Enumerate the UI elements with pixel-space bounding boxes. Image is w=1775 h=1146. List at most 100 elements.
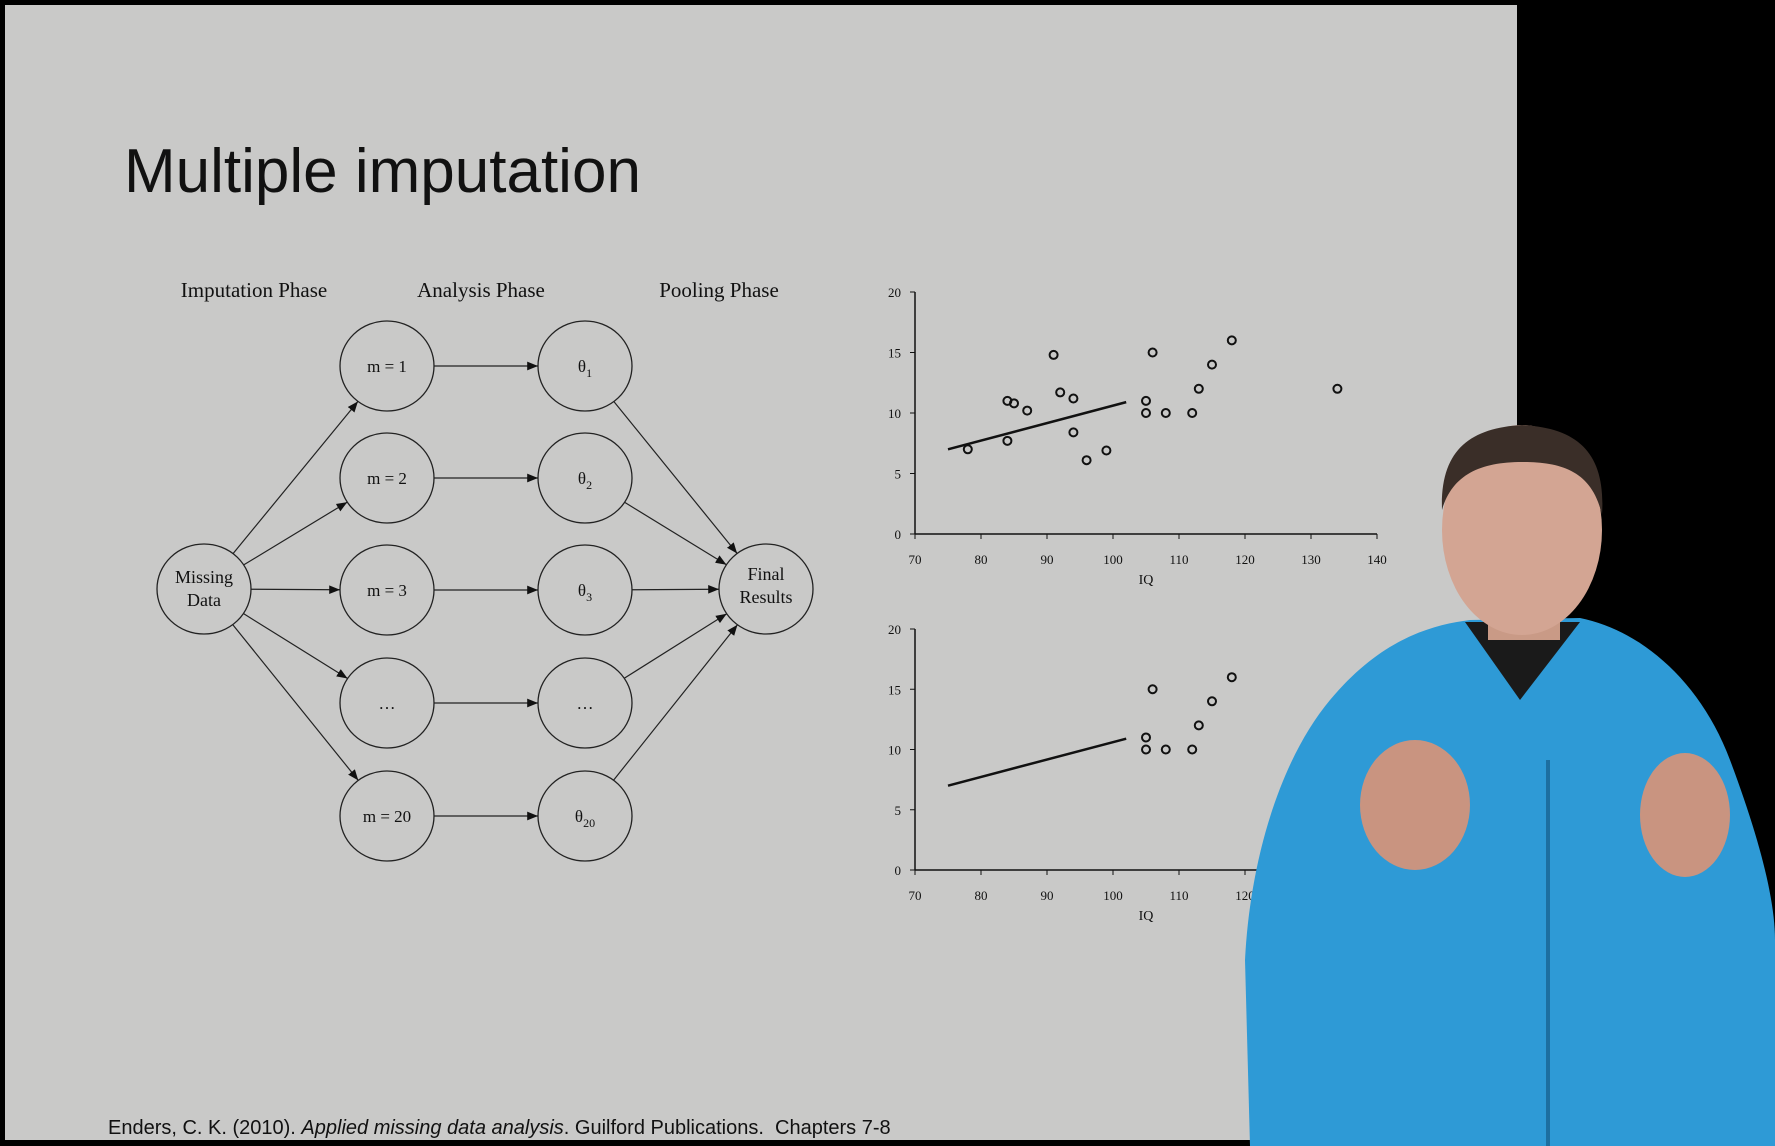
hand <box>1360 740 1470 870</box>
x-tick-label: 90 <box>1041 888 1054 903</box>
data-point <box>1141 732 1151 743</box>
estimate-symbol: θ <box>575 807 583 826</box>
data-point <box>1068 427 1079 438</box>
hand <box>1640 753 1730 877</box>
estimate-symbol: θ <box>578 357 586 376</box>
diagram: Imputation Phase Analysis Phase Pooling Ph… <box>156 278 814 862</box>
estimate-subscript: 20 <box>583 816 595 830</box>
data-point <box>1009 398 1019 409</box>
y-tick-label: 15 <box>888 682 901 697</box>
imputation-label: m = 1 <box>367 357 407 376</box>
x-tick-label: 70 <box>909 888 922 903</box>
slide-title: Multiple imputation <box>124 137 641 206</box>
data-point <box>1147 684 1158 695</box>
estimate-subscript: 1 <box>586 366 592 380</box>
arrow <box>243 613 348 679</box>
citation: Enders, C. K. (2010). Applied missing da… <box>108 1117 891 1139</box>
head <box>1442 425 1602 635</box>
x-tick-label: 140 <box>1367 552 1387 567</box>
y-tick-label: 15 <box>888 346 901 361</box>
data-point <box>1002 435 1013 446</box>
phase-header: Pooling Phase <box>659 278 779 302</box>
data-point <box>1022 405 1033 416</box>
estimate-label: … <box>577 694 594 713</box>
x-tick-label: 70 <box>909 552 922 567</box>
arrow <box>623 613 728 679</box>
estimate-subscript: 3 <box>586 590 592 604</box>
data-point <box>1141 744 1151 755</box>
citation-book: Applied missing data analysis <box>300 1117 563 1139</box>
data-point <box>1332 383 1343 394</box>
y-tick-label: 5 <box>895 803 902 818</box>
data-point <box>1226 335 1237 346</box>
x-tick-label: 80 <box>975 552 988 567</box>
data-point <box>1141 395 1151 406</box>
y-tick-label: 0 <box>895 863 902 878</box>
data-point <box>962 444 973 455</box>
imputation-label: m = 3 <box>367 581 407 600</box>
arrow <box>232 401 359 554</box>
data-point <box>1193 720 1204 731</box>
x-tick-label: 100 <box>1103 552 1123 567</box>
hoodie <box>1245 618 1775 1146</box>
scatter-plot: 70 80 90 100 110 120 130 140 0 5 10 15 20 IQ <box>888 285 1387 588</box>
estimate-label: θ1 <box>578 357 592 380</box>
y-tick-label: 0 <box>895 527 902 542</box>
source-label: Missing <box>175 567 233 587</box>
data-point <box>1207 359 1217 370</box>
data-point <box>1160 408 1171 418</box>
data-point <box>1147 347 1158 358</box>
data-point <box>1226 672 1237 683</box>
data-point <box>1101 445 1112 456</box>
data-point <box>1048 349 1059 360</box>
x-tick-label: 130 <box>1301 552 1321 567</box>
x-tick-label: 120 <box>1235 888 1255 903</box>
result-label: Final <box>747 564 784 584</box>
citation-authors: Enders, C. K. (2010). <box>108 1117 301 1139</box>
y-tick-label: 5 <box>895 467 902 482</box>
y-tick-label: 20 <box>888 285 901 300</box>
estimate-label: θ3 <box>578 581 592 604</box>
y-tick-label: 20 <box>888 622 901 637</box>
data-point <box>1081 455 1092 466</box>
presenter <box>1245 425 1775 1146</box>
fit-line <box>947 737 1127 787</box>
data-point <box>1187 744 1198 755</box>
x-tick-label: 100 <box>1103 888 1123 903</box>
estimate-symbol: θ <box>578 581 586 600</box>
estimate-symbol: θ <box>578 469 586 488</box>
imputation-label: m = 2 <box>367 469 407 488</box>
x-tick-label: 110 <box>1169 888 1188 903</box>
x-axis-label: IQ <box>1139 573 1154 588</box>
data-point <box>1055 387 1066 398</box>
x-tick-label: 120 <box>1235 552 1255 567</box>
estimate-symbol: … <box>577 694 594 713</box>
y-tick-label: 10 <box>888 406 901 421</box>
arrow <box>613 624 738 781</box>
y-tick-label: 10 <box>888 743 901 758</box>
x-axis-label: IQ <box>1139 909 1154 924</box>
x-tick-label: 110 <box>1169 552 1188 567</box>
data-point <box>1193 383 1204 394</box>
data-point <box>1160 744 1171 755</box>
result-label: Results <box>739 587 792 607</box>
source-node <box>156 543 252 635</box>
phase-header: Imputation Phase <box>181 278 327 302</box>
phase-header: Analysis Phase <box>417 278 545 302</box>
data-point <box>1141 408 1151 418</box>
data-point <box>1068 393 1079 404</box>
source-label: Data <box>187 590 221 610</box>
x-tick-label: 90 <box>1041 552 1054 567</box>
hair <box>1441 425 1603 515</box>
shirt <box>1465 622 1580 700</box>
imputation-label: m = 20 <box>363 807 411 826</box>
data-point <box>1187 408 1198 418</box>
estimate-subscript: 2 <box>586 478 592 492</box>
imputation-label: … <box>379 694 396 713</box>
arrow <box>232 624 359 781</box>
arrow <box>243 501 348 566</box>
arrow <box>624 501 727 566</box>
fit-line <box>947 400 1127 451</box>
